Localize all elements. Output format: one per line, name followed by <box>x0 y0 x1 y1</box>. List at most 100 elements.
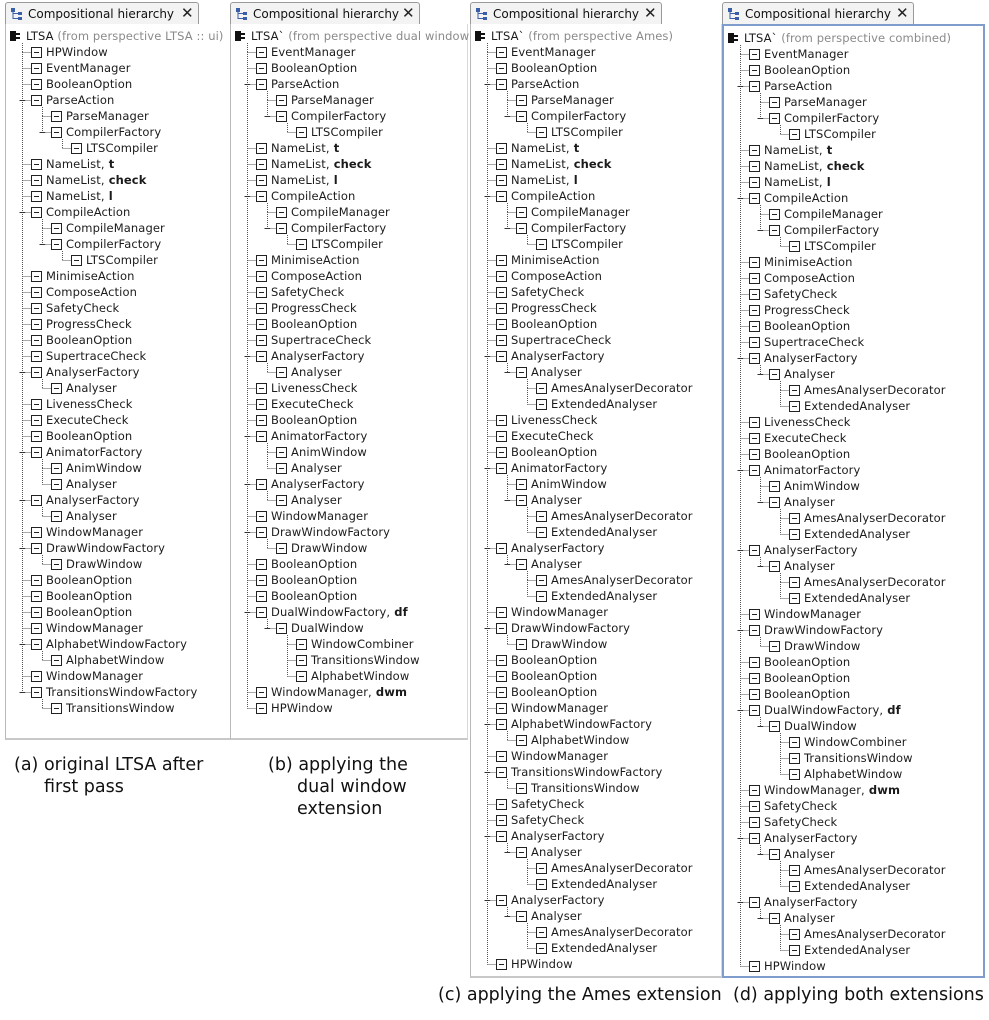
tree-node[interactable]: BooleanOption <box>764 686 850 702</box>
tree-node[interactable]: AmesAnalyserDecorator <box>804 574 946 590</box>
tree-node[interactable]: AnimatorFactory <box>764 462 860 478</box>
tree-node[interactable]: AmesAnalyserDecorator <box>804 510 946 526</box>
tab-compositional-hierarchy[interactable]: Compositional hierarchy ✕ <box>470 2 662 24</box>
tree-node[interactable]: BooleanOption <box>46 428 132 444</box>
tree-node[interactable]: ExecuteCheck <box>511 428 594 444</box>
tree-node[interactable]: HPWindow <box>764 958 826 974</box>
tree-node[interactable]: Analyser <box>784 846 835 862</box>
tree-root[interactable]: LTSA` (from perspective dual window) <box>251 28 474 44</box>
tree-view[interactable]: LTSA` (from perspective Ames) EventManage… <box>470 24 722 978</box>
tree-node[interactable]: EventManager <box>511 44 596 60</box>
tree-node[interactable]: BooleanOption <box>511 652 597 668</box>
tree-view[interactable]: LTSA` (from perspective dual window) Even… <box>230 24 474 740</box>
tree-node[interactable]: BooleanOption <box>271 572 357 588</box>
tree-node[interactable]: MinimiseAction <box>764 254 852 270</box>
tree-node[interactable]: ProgressCheck <box>764 302 850 318</box>
tree-node[interactable]: BooleanOption <box>764 446 850 462</box>
tree-node[interactable]: AmesAnalyserDecorator <box>551 508 693 524</box>
tree-node[interactable]: AnalyserFactory <box>764 542 858 558</box>
tree-node[interactable]: AlphabetWindow <box>311 668 409 684</box>
tree-node[interactable]: WindowCombiner <box>311 636 414 652</box>
tree-node[interactable]: MinimiseAction <box>46 268 134 284</box>
tree-node[interactable]: SafetyCheck <box>764 798 837 814</box>
tree-node[interactable]: CompileManager <box>531 204 630 220</box>
tree-node[interactable]: ExtendedAnalyser <box>804 590 910 606</box>
tree-node[interactable]: BooleanOption <box>46 572 132 588</box>
tree-node[interactable]: BooleanOption <box>271 316 357 332</box>
tree-node[interactable]: ParseManager <box>784 94 867 110</box>
tree-node[interactable]: WindowManager <box>46 620 143 636</box>
tree-node[interactable]: MinimiseAction <box>511 252 599 268</box>
tree-node[interactable]: AmesAnalyserDecorator <box>551 924 693 940</box>
tree-node[interactable]: WindowManager <box>46 668 143 684</box>
tree-node[interactable]: HPWindow <box>511 956 573 972</box>
tree-node[interactable]: LivenessCheck <box>271 380 358 396</box>
tree-node[interactable]: SafetyCheck <box>46 300 119 316</box>
tree-node[interactable]: Analyser <box>66 476 117 492</box>
tree-node[interactable]: AnalyserFactory <box>511 540 605 556</box>
tree-node[interactable]: AnimatorFactory <box>46 444 142 460</box>
tree-node[interactable]: ExecuteCheck <box>46 412 129 428</box>
tree-node[interactable]: Analyser <box>531 364 582 380</box>
tree-node[interactable]: AlphabetWindow <box>66 652 164 668</box>
tree-node[interactable]: SupertraceCheck <box>511 332 611 348</box>
tree-node[interactable]: AmesAnalyserDecorator <box>804 926 946 942</box>
tree-node[interactable]: EventManager <box>764 46 849 62</box>
tree-node[interactable]: NameList, t <box>46 156 114 172</box>
close-icon[interactable]: ✕ <box>181 4 194 22</box>
tree-node[interactable]: SafetyCheck <box>511 812 584 828</box>
tree-node[interactable]: Analyser <box>66 508 117 524</box>
tree-node[interactable]: Analyser <box>784 494 835 510</box>
tree-node[interactable]: AnalyserFactory <box>271 348 365 364</box>
tree-node[interactable]: BooleanOption <box>511 60 597 76</box>
tree-node[interactable]: AnalyserFactory <box>511 828 605 844</box>
tree-node[interactable]: WindowManager <box>271 508 368 524</box>
tree-node[interactable]: ExtendedAnalyser <box>804 878 910 894</box>
tree-node[interactable]: Analyser <box>531 908 582 924</box>
tree-node[interactable]: BooleanOption <box>271 588 357 604</box>
tree-node[interactable]: ExtendedAnalyser <box>804 398 910 414</box>
tree-node[interactable]: DrawWindow <box>531 636 607 652</box>
tree-node[interactable]: CompileManager <box>784 206 883 222</box>
tree-node[interactable]: BooleanOption <box>271 556 357 572</box>
tree-node[interactable]: BooleanOption <box>46 332 132 348</box>
tree-node[interactable]: AmesAnalyserDecorator <box>551 572 693 588</box>
tree-node[interactable]: DualWindow <box>291 620 364 636</box>
tree-node[interactable]: AmesAnalyserDecorator <box>551 860 693 876</box>
tree-node[interactable]: WindowManager <box>511 748 608 764</box>
tree-node[interactable]: LTSCompiler <box>804 126 876 142</box>
tree-node[interactable]: ExtendedAnalyser <box>551 396 657 412</box>
tab-compositional-hierarchy[interactable]: Compositional hierarchy ✕ <box>722 2 914 24</box>
tree-node[interactable]: DrawWindowFactory <box>764 622 883 638</box>
tree-node[interactable]: NameList, l <box>46 188 113 204</box>
tree-node[interactable]: DualWindowFactory, df <box>271 604 408 620</box>
tree-node[interactable]: TransitionsWindow <box>311 652 420 668</box>
tree-root[interactable]: LTSA` (from perspective combined) <box>744 30 951 46</box>
tree-node[interactable]: AnimWindow <box>66 460 142 476</box>
tree-node[interactable]: ExtendedAnalyser <box>551 876 657 892</box>
tree-node[interactable]: CompilerFactory <box>66 124 161 140</box>
tree-node[interactable]: Analyser <box>291 364 342 380</box>
tree-node[interactable]: SafetyCheck <box>764 814 837 830</box>
tree-node[interactable]: CompilerFactory <box>291 220 386 236</box>
tree-node[interactable]: AmesAnalyserDecorator <box>551 380 693 396</box>
tree-node[interactable]: ExtendedAnalyser <box>551 940 657 956</box>
tree-node[interactable]: BooleanOption <box>764 62 850 78</box>
tree-node[interactable]: DualWindowFactory, df <box>764 702 901 718</box>
tree-node[interactable]: ComposeAction <box>511 268 602 284</box>
tree-node[interactable]: NameList, t <box>764 142 832 158</box>
tree-node[interactable]: DrawWindowFactory <box>271 524 390 540</box>
tree-node[interactable]: ExecuteCheck <box>271 396 354 412</box>
tree-node[interactable]: LivenessCheck <box>764 414 851 430</box>
tree-node[interactable]: BooleanOption <box>511 668 597 684</box>
tree-node[interactable]: BooleanOption <box>46 76 132 92</box>
tree-node[interactable]: DrawWindow <box>291 540 367 556</box>
tree-node[interactable]: Analyser <box>784 366 835 382</box>
tree-node[interactable]: Analyser <box>291 492 342 508</box>
tree-node[interactable]: LTSCompiler <box>804 238 876 254</box>
tree-node[interactable]: AmesAnalyserDecorator <box>804 862 946 878</box>
tree-node[interactable]: AnalyserFactory <box>511 348 605 364</box>
tree-node[interactable]: CompilerFactory <box>66 236 161 252</box>
tree-node[interactable]: TransitionsWindow <box>804 750 913 766</box>
tree-node[interactable]: NameList, check <box>271 156 371 172</box>
